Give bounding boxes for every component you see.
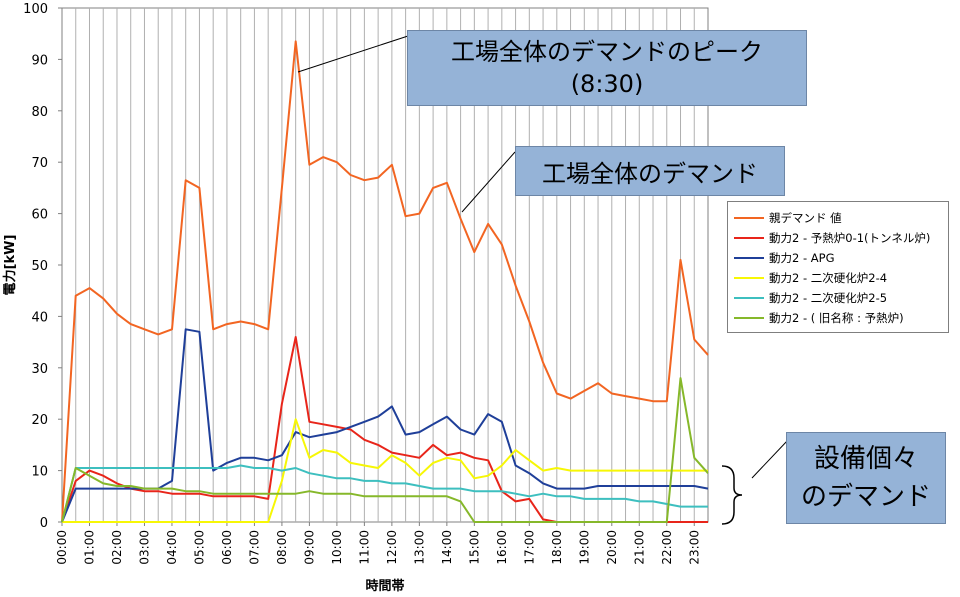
legend-item-0: 親デマンド 値 <box>734 208 944 228</box>
peak-callout-line2: (8:30) <box>570 70 644 98</box>
y-tick-label-5: 50 <box>31 259 48 274</box>
x-tick-label-17: 17:00 <box>522 530 536 565</box>
individual-demand-callout-line1: 設備個々 <box>813 444 918 474</box>
total-demand-callout: 工場全体のデマンド <box>515 146 785 196</box>
y-tick-label-3: 30 <box>31 362 48 377</box>
total-demand-callout-text: 工場全体のデマンド <box>542 159 758 188</box>
individual-callout-connector <box>751 439 789 479</box>
x-tick-label-18: 18:00 <box>550 530 564 565</box>
y-tick-label-8: 80 <box>31 105 48 120</box>
legend-item-1: 動力2 - 予熱炉0-1(トンネル炉) <box>734 228 944 248</box>
y-tick-label-1: 10 <box>31 465 48 480</box>
legend-label-4: 動力2 - 二次硬化炉2-5 <box>769 291 888 305</box>
y-axis-title: 電力[kW] <box>2 235 18 296</box>
series-line-0 <box>61 40 709 523</box>
y-tick-label-10: 100 <box>23 2 48 17</box>
x-tick-label-2: 02:00 <box>110 530 124 565</box>
y-tick-label-4: 40 <box>31 310 48 325</box>
x-tick-label-19: 19:00 <box>577 530 591 565</box>
x-tick-label-16: 16:00 <box>495 530 509 565</box>
individual-demand-callout: 設備個々 のデマンド <box>786 432 946 524</box>
x-tick-label-22: 22:00 <box>660 530 674 565</box>
x-tick-label-1: 01:00 <box>82 530 96 565</box>
legend-swatch-4 <box>734 297 764 299</box>
legend-label-2: 動力2 - APG <box>769 251 835 265</box>
series-line-2 <box>61 328 709 523</box>
x-tick-label-11: 11:00 <box>357 530 371 565</box>
x-tick-label-5: 05:00 <box>192 530 206 565</box>
y-tick-label-6: 60 <box>31 208 48 223</box>
legend-swatch-0 <box>734 217 764 219</box>
chart-legend: 親デマンド 値 動力2 - 予熱炉0-1(トンネル炉) 動力2 - APG 動力… <box>727 201 949 333</box>
peak-callout: 工場全体のデマンドのピーク (8:30) <box>407 30 807 106</box>
individual-demand-callout-line2: のデマンド <box>800 482 931 512</box>
y-tick-label-0: 0 <box>40 516 48 531</box>
legend-swatch-3 <box>734 277 764 279</box>
legend-label-1: 動力2 - 予熱炉0-1(トンネル炉) <box>769 231 931 245</box>
x-tick-label-14: 14:00 <box>440 530 454 565</box>
x-tick-label-7: 07:00 <box>247 530 261 565</box>
series-line-5 <box>61 377 709 523</box>
series-line-3 <box>62 418 708 523</box>
series-line-4 <box>61 464 708 523</box>
x-tick-label-3: 03:00 <box>137 530 151 565</box>
x-tick-label-13: 13:00 <box>412 530 426 565</box>
x-tick-label-8: 08:00 <box>275 530 289 565</box>
x-tick-label-20: 20:00 <box>605 530 619 565</box>
x-tick-label-4: 04:00 <box>165 530 179 565</box>
legend-swatch-2 <box>734 257 764 259</box>
x-tick-label-10: 10:00 <box>330 530 344 565</box>
legend-swatch-1 <box>734 237 764 239</box>
x-tick-label-12: 12:00 <box>385 530 399 565</box>
legend-item-4: 動力2 - 二次硬化炉2-5 <box>734 288 944 308</box>
legend-item-3: 動力2 - 二次硬化炉2-4 <box>734 268 944 288</box>
x-tick-label-0: 00:00 <box>55 530 69 565</box>
y-tick-label-2: 20 <box>31 413 48 428</box>
peak-callout-line1: 工場全体のデマンドのピーク <box>451 38 763 66</box>
x-tick-label-23: 23:00 <box>687 530 701 565</box>
x-tick-label-15: 15:00 <box>467 530 481 565</box>
x-tick-label-9: 09:00 <box>302 530 316 565</box>
peak-callout-connector <box>297 35 409 73</box>
y-tick-label-9: 90 <box>31 53 48 68</box>
total-demand-callout-connector <box>461 151 516 213</box>
legend-label-0: 親デマンド 値 <box>769 211 842 225</box>
x-axis-title: 時間帯 <box>365 578 404 594</box>
x-tick-label-21: 21:00 <box>632 530 646 565</box>
legend-swatch-5 <box>734 317 764 319</box>
legend-label-3: 動力2 - 二次硬化炉2-4 <box>769 271 888 285</box>
x-tick-label-6: 06:00 <box>220 530 234 565</box>
individual-demand-brace <box>721 465 743 525</box>
legend-item-2: 動力2 - APG <box>734 248 944 268</box>
y-tick-label-7: 70 <box>31 156 48 171</box>
legend-item-5: 動力2 - ( 旧名称 : 予熱炉) <box>734 308 944 328</box>
legend-label-5: 動力2 - ( 旧名称 : 予熱炉) <box>769 311 904 325</box>
